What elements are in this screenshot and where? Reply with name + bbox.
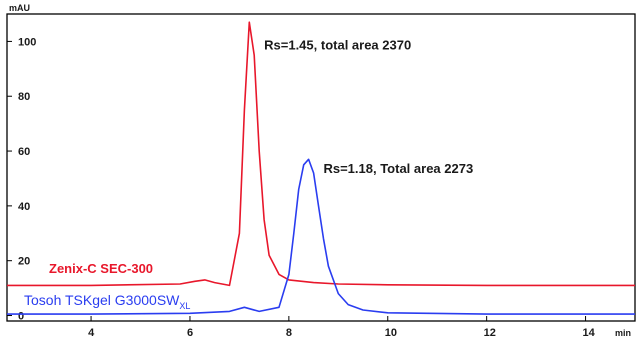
x-axis-ticks: 4 6 8 10 12 14 [88, 316, 596, 339]
annotation-tosoh-resolution: Rs=1.18, Total area 2273 [323, 161, 473, 176]
y-tick-label: 80 [18, 91, 30, 103]
annotation-zenix-resolution: Rs=1.45, total area 2370 [264, 38, 411, 53]
y-tick-label: 0 [18, 311, 24, 323]
x-tick-label: 14 [583, 327, 596, 339]
plot-frame [6, 13, 636, 322]
y-tick-label: 20 [18, 256, 30, 268]
legend-tosoh-subscript: XL [179, 301, 190, 311]
x-tick-label: 8 [286, 327, 292, 339]
y-tick-label: 100 [18, 36, 36, 48]
y-tick-label: 60 [18, 146, 30, 158]
series-line-zenix [7, 21, 635, 287]
series-line-tosoh [7, 158, 635, 315]
x-axis-unit-label: min [615, 328, 631, 338]
legend-tosoh-main: Tosoh TSKgel G3000SW [24, 292, 180, 308]
x-tick-label: 12 [484, 327, 496, 339]
series-group [7, 21, 635, 315]
x-tick-label: 10 [385, 327, 397, 339]
x-tick-label: 4 [88, 327, 95, 339]
legend-zenix-label: Zenix-C SEC-300 [49, 261, 153, 276]
legend-tosoh-label: Tosoh TSKgel G3000SWXL [24, 292, 190, 311]
x-tick-label: 6 [187, 327, 193, 339]
y-axis-unit-label: mAU [9, 3, 30, 13]
y-axis-ticks: 0 20 40 60 80 100 [7, 36, 36, 323]
y-tick-label: 40 [18, 201, 30, 213]
